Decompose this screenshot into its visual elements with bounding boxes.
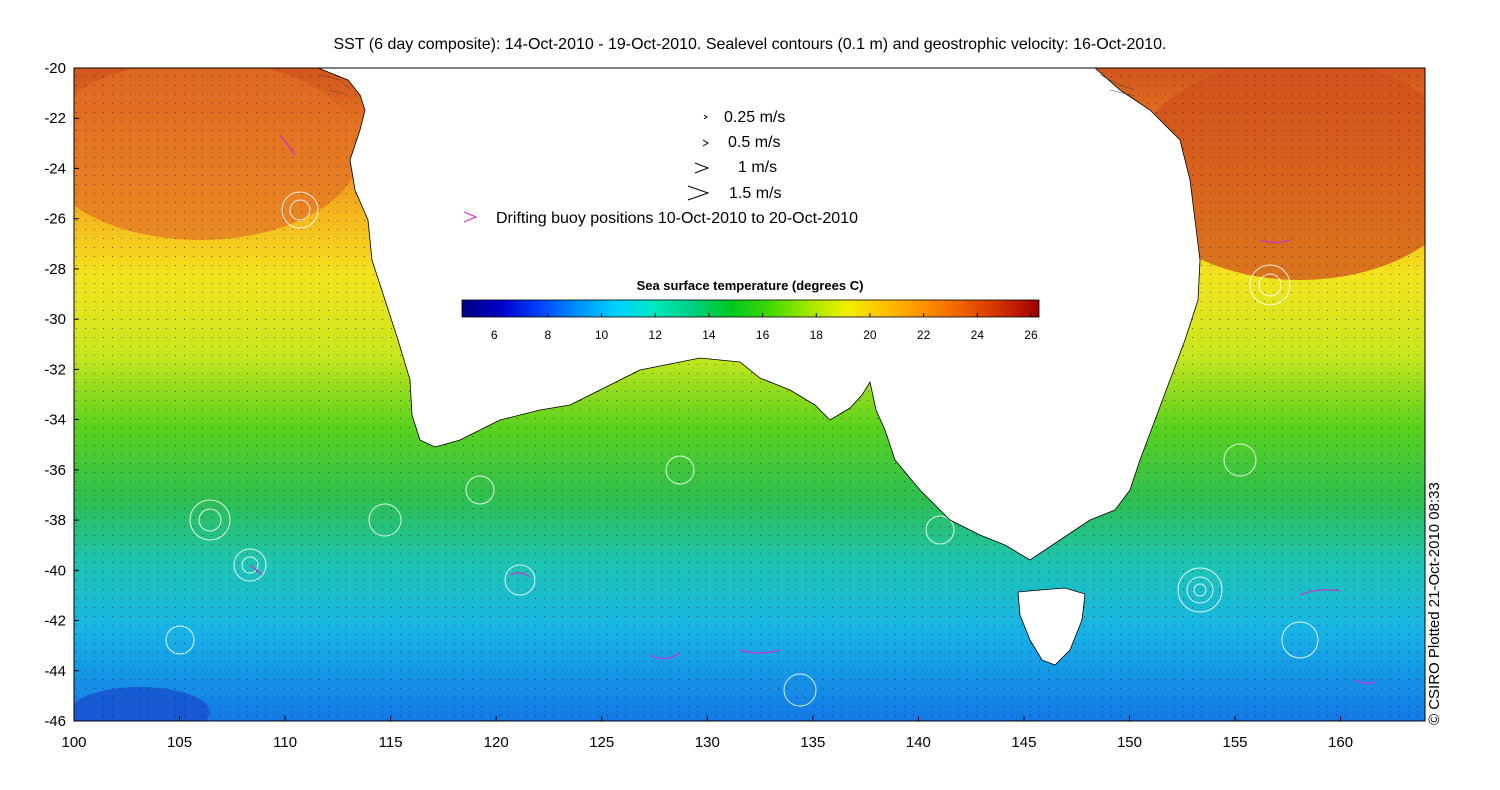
velocity-arrow-icon: [694, 162, 710, 174]
colorbar-tick-label: 24: [971, 328, 985, 342]
x-tick-label: 100: [61, 734, 86, 751]
colorbar-tick-label: 18: [810, 328, 824, 342]
x-tick-label: 140: [906, 734, 931, 751]
x-tick-label: 155: [1223, 734, 1248, 751]
velocity-legend: 0.25 m/s 0.5 m/s 1 m/s 1.5 m/s Drifting …: [463, 109, 858, 227]
y-tick-label: -36: [44, 462, 66, 479]
y-tick-label: -30: [44, 311, 66, 328]
colorbar-tick-label: 26: [1024, 328, 1038, 342]
y-tick-label: -20: [44, 60, 66, 77]
colorbar-tick-label: 10: [595, 328, 609, 342]
velocity-legend-item: 1 m/s: [694, 159, 777, 176]
y-tick-label: -28: [44, 261, 66, 278]
colorbar-tick-label: 8: [545, 328, 552, 342]
y-tick-label: -40: [44, 562, 66, 579]
y-tick-label: -38: [44, 512, 66, 529]
velocity-arrow-icon: [687, 185, 710, 201]
velocity-label: 1.5 m/s: [729, 185, 781, 202]
credit-text: © CSIRO Plotted 21-Oct-2010 08:33: [1426, 482, 1443, 725]
velocity-label: 0.25 m/s: [724, 109, 785, 126]
colorbar-tick-label: 6: [491, 328, 498, 342]
velocity-label: 0.5 m/s: [728, 134, 780, 151]
y-tick-label: -22: [44, 110, 66, 127]
land-texture: [319, 74, 1136, 97]
velocity-label: 1 m/s: [738, 159, 777, 176]
y-tick-label: -24: [44, 160, 66, 177]
velocity-arrow-icon: [702, 139, 709, 147]
buoy-legend-item: Drifting buoy positions 10-Oct-2010 to 2…: [463, 210, 858, 227]
y-tick-label: -46: [44, 713, 66, 730]
chart-title: SST (6 day composite): 14-Oct-2010 - 19-…: [333, 36, 1167, 53]
x-tick-label: 105: [167, 734, 192, 751]
x-tick-label: 130: [695, 734, 720, 751]
x-tick-label: 110: [273, 734, 297, 751]
velocity-legend-item: 1.5 m/s: [687, 185, 781, 202]
colorbar-gradient: [461, 299, 1040, 318]
y-tick-label: -32: [44, 361, 66, 378]
colorbar-tick-label: 12: [649, 328, 663, 342]
colorbar-tick-label: 22: [917, 328, 931, 342]
x-tick-label: 125: [589, 734, 614, 751]
x-tick-label: 115: [379, 734, 403, 751]
plot-frame: [73, 67, 1426, 722]
tasmania-land: [1017, 587, 1086, 666]
colorbar-tick-label: 14: [702, 328, 716, 342]
y-tick-label: -44: [44, 663, 66, 680]
sealevel-contours: [165, 191, 1319, 707]
velocity-legend-item: 0.25 m/s: [703, 109, 785, 126]
x-tick-label: 145: [1011, 734, 1036, 751]
colorbar-title: Sea surface temperature (degrees C): [637, 278, 864, 293]
buoy-tracks: [249, 134, 1376, 684]
x-tick-label: 160: [1328, 734, 1353, 751]
y-tick-label: -34: [44, 412, 66, 429]
x-tick-label: 135: [800, 734, 825, 751]
x-tick-label: 150: [1117, 734, 1142, 751]
y-tick-label: -26: [44, 211, 66, 228]
colorbar: Sea surface temperature (degrees C) 6 8 10…: [461, 278, 1040, 342]
x-tick-label: 120: [484, 734, 509, 751]
velocity-arrow-icon: [703, 114, 708, 120]
buoy-label: Drifting buoy positions 10-Oct-2010 to 2…: [496, 210, 858, 227]
colorbar-tick-label: 16: [756, 328, 770, 342]
buoy-marker-icon: [463, 211, 478, 223]
y-tick-label: -42: [44, 613, 66, 630]
colorbar-tick-label: 20: [863, 328, 877, 342]
velocity-legend-item: 0.5 m/s: [702, 134, 780, 151]
